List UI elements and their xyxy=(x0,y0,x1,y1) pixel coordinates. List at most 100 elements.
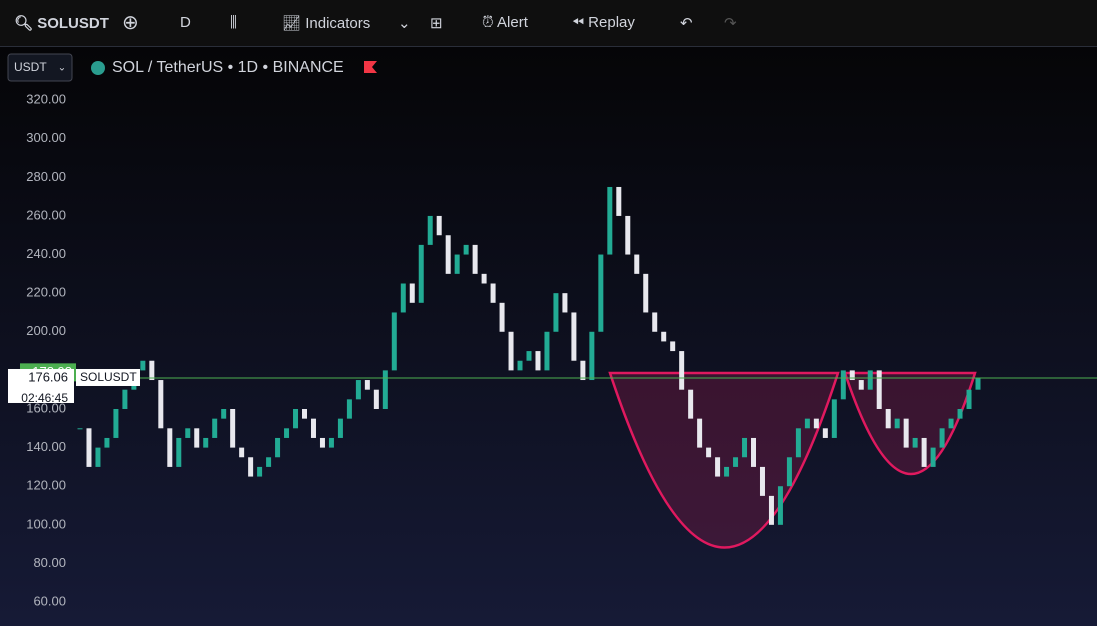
symbol-button[interactable]: 🔍︎ SOLUSDT xyxy=(14,15,109,32)
candle xyxy=(364,380,370,390)
currency-select[interactable] xyxy=(7,53,73,82)
candle xyxy=(328,437,334,448)
redo[interactable]: ↷ xyxy=(724,15,737,32)
candle xyxy=(679,351,685,390)
y-tick-label: 60.00 xyxy=(33,593,66,608)
candle xyxy=(104,437,110,448)
candle xyxy=(625,215,631,255)
y-tick-label: 280.00 xyxy=(26,169,66,184)
indicators-button[interactable]: 📈︎ Indicators xyxy=(282,15,371,32)
candle xyxy=(535,351,541,371)
y-tick-label: 200.00 xyxy=(26,323,66,338)
candle xyxy=(481,273,487,284)
candle xyxy=(966,389,972,409)
candle xyxy=(319,437,325,448)
candle xyxy=(517,360,523,371)
y-tick-label: 260.00 xyxy=(26,207,66,222)
candle xyxy=(553,293,559,332)
symbol-logo xyxy=(91,61,105,75)
candle xyxy=(975,377,981,390)
candle xyxy=(445,235,451,274)
candle xyxy=(257,466,263,477)
add-symbol[interactable]: ⊕ xyxy=(122,12,139,34)
candle xyxy=(697,418,703,448)
candle xyxy=(670,341,676,352)
candle xyxy=(212,418,218,438)
candle xyxy=(490,283,496,303)
candle xyxy=(643,273,649,313)
y-tick-label: 320.00 xyxy=(26,92,66,107)
candle xyxy=(158,380,164,429)
candle xyxy=(849,370,855,381)
candle xyxy=(867,370,873,390)
y-tick-label: 80.00 xyxy=(33,555,66,570)
candle xyxy=(804,418,810,429)
candle xyxy=(230,408,236,448)
candle xyxy=(571,312,577,361)
candle xyxy=(894,418,900,429)
toolbar: 🔍︎ SOLUSDT ⊕ D ⫼ 📈︎ Indicators ⌄ ⊞ ⏰︎ Al… xyxy=(0,0,1097,47)
candle xyxy=(373,389,379,409)
candle xyxy=(284,428,290,438)
candle xyxy=(355,380,361,400)
y-tick-label: 240.00 xyxy=(26,246,66,261)
candle xyxy=(822,428,828,438)
flag-icon xyxy=(364,61,377,73)
candle xyxy=(777,486,783,525)
candle xyxy=(427,215,433,245)
currency: USDT xyxy=(14,60,47,74)
candle xyxy=(346,399,352,419)
alert: Alert xyxy=(497,14,528,31)
indicators-dropdown[interactable]: ⌄ xyxy=(398,15,411,32)
candle xyxy=(463,244,469,255)
y-tick-label: 120.00 xyxy=(26,478,66,493)
candle xyxy=(831,399,837,438)
candle xyxy=(876,370,882,409)
y-tick-label: 300.00 xyxy=(26,130,66,145)
candle xyxy=(661,331,667,342)
candle xyxy=(275,437,281,458)
candle xyxy=(77,428,83,430)
candle xyxy=(813,418,819,429)
undo[interactable]: ↶ xyxy=(680,15,693,32)
candle xyxy=(903,418,909,448)
candle xyxy=(499,302,505,332)
interval[interactable]: D xyxy=(180,14,191,31)
symbol-tag-box xyxy=(76,368,140,386)
candle xyxy=(293,408,299,429)
candle xyxy=(957,408,963,419)
candle xyxy=(652,312,658,332)
candle xyxy=(122,389,128,409)
replay: Replay xyxy=(588,14,635,31)
candle xyxy=(176,437,182,467)
layouts[interactable]: ⊞ xyxy=(430,15,443,32)
candle xyxy=(113,408,119,438)
candle xyxy=(634,254,640,274)
candle xyxy=(185,428,191,438)
candle xyxy=(337,418,343,438)
candle xyxy=(921,437,927,467)
candle xyxy=(948,418,954,429)
y-tick-label: 100.00 xyxy=(26,516,66,531)
alert-button[interactable]: ⏰︎ Alert xyxy=(482,14,528,31)
candle xyxy=(391,312,397,371)
candle xyxy=(140,360,146,371)
symbol-tag: SOLUSDT xyxy=(80,370,137,384)
candle xyxy=(759,466,765,496)
candle xyxy=(454,254,460,274)
candle xyxy=(248,457,254,477)
candle xyxy=(589,331,595,381)
chart-type[interactable]: ⫼ xyxy=(230,14,237,31)
candle xyxy=(544,331,550,371)
candle xyxy=(418,244,424,303)
candle xyxy=(562,293,568,313)
candle xyxy=(266,457,272,467)
candle xyxy=(95,447,101,467)
candle xyxy=(436,215,442,236)
replay-button[interactable]: ⏪︎ Replay xyxy=(572,14,635,31)
indicators: Indicators xyxy=(305,15,371,32)
candle xyxy=(400,283,406,313)
last-price-box xyxy=(8,368,74,403)
candle xyxy=(715,457,721,477)
